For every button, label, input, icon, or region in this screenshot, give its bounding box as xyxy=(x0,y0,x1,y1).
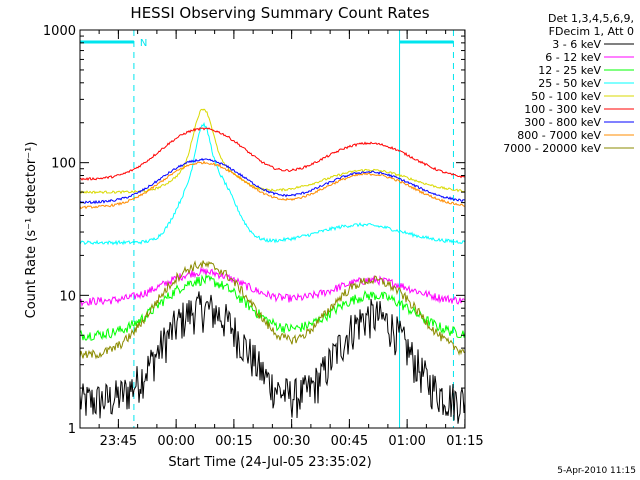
x-tick-label: 00:45 xyxy=(331,434,368,449)
series-line xyxy=(79,121,466,246)
series-line xyxy=(79,127,466,181)
legend-entry: 7000 - 20000 keV xyxy=(503,142,601,155)
legend-entry: 3 - 6 keV xyxy=(552,38,601,51)
series-line xyxy=(79,160,466,210)
x-tick-label: 01:15 xyxy=(446,434,483,449)
y-tick-label: 100 xyxy=(51,157,76,172)
series-line xyxy=(79,291,466,424)
x-tick-label: 01:00 xyxy=(388,434,425,449)
y-axis-label: Count Rate (s⁻¹ detector⁻¹) xyxy=(24,142,39,319)
legend-entry: 300 - 800 keV xyxy=(524,116,601,129)
series-line xyxy=(79,260,466,360)
legend: Det 1,3,4,5,6,9,FDecim 1, Att 03 - 6 keV… xyxy=(503,12,634,155)
legend-entry: 50 - 100 keV xyxy=(531,90,601,103)
x-tick-label: 23:45 xyxy=(100,434,137,449)
y-tick-label: 10 xyxy=(59,289,76,304)
legend-header: Det 1,3,4,5,6,9, xyxy=(548,12,634,25)
legend-entry: 12 - 25 keV xyxy=(538,64,601,77)
footer-date: 5-Apr-2010 11:15 xyxy=(557,466,636,476)
legend-header: FDecim 1, Att 0 xyxy=(549,25,634,38)
legend-entry: 100 - 300 keV xyxy=(524,103,601,116)
series-line xyxy=(79,108,466,195)
series-line xyxy=(79,157,465,205)
series-line xyxy=(79,266,466,308)
legend-entry: 6 - 12 keV xyxy=(545,51,601,64)
x-tick-label: 00:30 xyxy=(273,434,310,449)
x-tick-label: 00:00 xyxy=(157,434,194,449)
legend-entry: 25 - 50 keV xyxy=(538,77,601,90)
chart-title: HESSI Observing Summary Count Rates xyxy=(130,4,429,22)
legend-entry: 800 - 7000 keV xyxy=(517,129,601,142)
night-label: N xyxy=(140,38,147,49)
x-axis-label: Start Time (24-Jul-05 23:35:02) xyxy=(168,455,371,470)
plot-area: N xyxy=(79,30,466,428)
y-tick-label: 1 xyxy=(68,422,76,437)
x-tick-label: 00:15 xyxy=(215,434,252,449)
axis-ticks: 1 10 100 1000 23:45 00:00 00:15 00:30 00:45 01:00… xyxy=(43,24,484,449)
y-tick-label: 1000 xyxy=(43,24,76,39)
axes-frame xyxy=(79,29,466,429)
